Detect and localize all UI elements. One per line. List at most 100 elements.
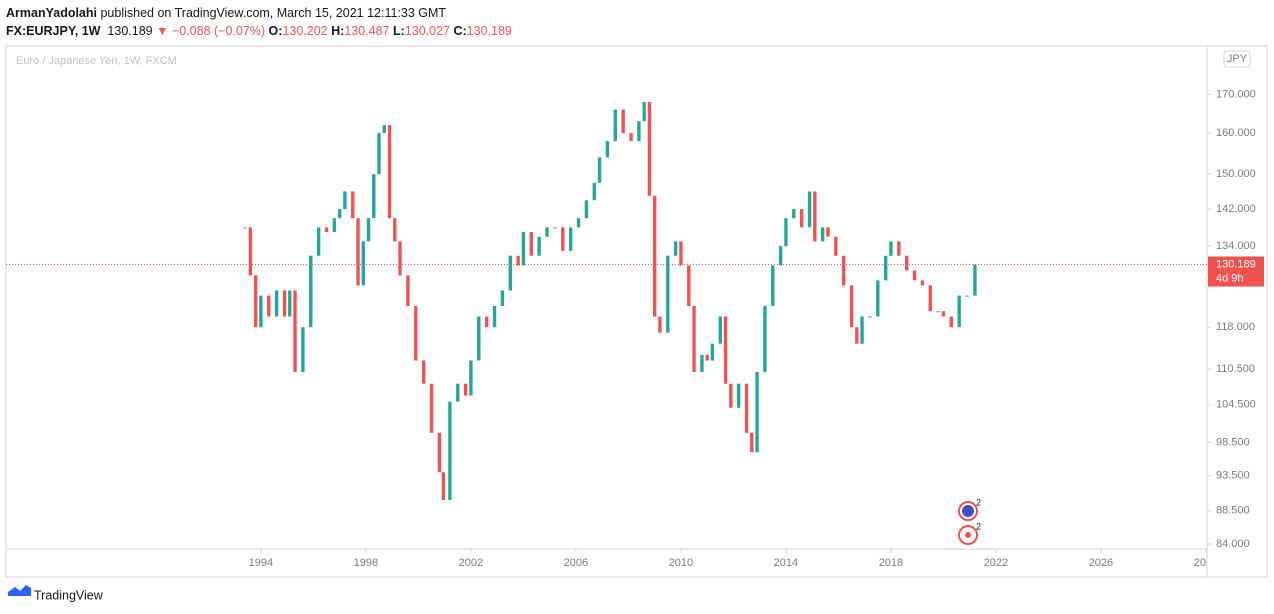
candle bbox=[849, 285, 854, 328]
candle bbox=[621, 109, 625, 134]
currency: JPY bbox=[1227, 53, 1248, 65]
open: 130.202 bbox=[282, 24, 328, 38]
candle bbox=[561, 227, 565, 251]
y-tick-label: 110.500 bbox=[1216, 363, 1255, 375]
candle bbox=[576, 218, 581, 228]
candle bbox=[957, 295, 961, 328]
candle bbox=[366, 218, 371, 242]
candle bbox=[324, 227, 329, 233]
y-tick-label: 150.000 bbox=[1216, 168, 1256, 180]
candle bbox=[343, 191, 347, 210]
candle bbox=[629, 133, 633, 142]
candle bbox=[274, 290, 279, 317]
candle bbox=[521, 232, 526, 266]
y-tick-label: 160.000 bbox=[1216, 127, 1256, 139]
x-tick-label: 2030 bbox=[1194, 557, 1218, 569]
ohlc-line: FX:EURJPY, 1W 130.189 ▼ −0.088 (−0.07%) … bbox=[6, 22, 512, 40]
candle bbox=[813, 191, 817, 242]
candle bbox=[679, 241, 683, 266]
change: ▼ −0.088 (−0.07%) bbox=[156, 24, 266, 38]
candle bbox=[642, 101, 646, 122]
candle bbox=[807, 191, 812, 228]
low: 130.027 bbox=[404, 24, 450, 38]
candle bbox=[792, 209, 796, 219]
candle bbox=[351, 191, 355, 219]
candle bbox=[658, 316, 662, 333]
candle bbox=[763, 305, 767, 372]
symbol: FX:EURJPY, 1W bbox=[6, 24, 101, 38]
candle bbox=[755, 371, 759, 453]
candle bbox=[387, 125, 392, 219]
candle bbox=[267, 295, 271, 317]
author: ArmanYadolahi bbox=[6, 6, 97, 20]
candle bbox=[301, 327, 305, 372]
candle bbox=[441, 472, 446, 500]
l-label: L: bbox=[392, 24, 405, 38]
x-tick-label: 2022 bbox=[984, 557, 1008, 569]
candle bbox=[941, 311, 946, 317]
candle bbox=[537, 236, 541, 256]
candle bbox=[372, 174, 376, 219]
candle bbox=[876, 280, 880, 317]
y-tick-label: 142.000 bbox=[1216, 203, 1256, 215]
last: 130.189 bbox=[107, 24, 153, 38]
currency-box bbox=[1223, 50, 1251, 68]
candle bbox=[382, 125, 386, 134]
candle bbox=[508, 255, 512, 291]
x-tick-label: 1994 bbox=[249, 557, 273, 569]
candle bbox=[437, 432, 442, 473]
candle bbox=[337, 209, 342, 219]
y-tick-label: 118.000 bbox=[1216, 321, 1255, 333]
candle bbox=[243, 227, 247, 229]
header: ArmanYadolahi published on TradingView.c… bbox=[6, 4, 512, 40]
candle bbox=[778, 246, 783, 266]
candle bbox=[673, 241, 678, 256]
close: 130.189 bbox=[466, 24, 512, 38]
candle bbox=[736, 383, 741, 408]
x-tick-label: 2014 bbox=[774, 557, 798, 569]
candle bbox=[421, 360, 426, 384]
candle bbox=[484, 316, 489, 328]
candle bbox=[841, 255, 846, 286]
candle bbox=[332, 218, 337, 233]
candle bbox=[904, 255, 909, 271]
candle bbox=[553, 227, 557, 229]
high: 130.487 bbox=[344, 24, 390, 38]
candle bbox=[516, 255, 520, 266]
candle bbox=[666, 255, 670, 333]
y-tick-label: 84.000 bbox=[1216, 538, 1250, 550]
candle bbox=[406, 275, 410, 306]
candle bbox=[705, 354, 709, 361]
candle bbox=[463, 383, 468, 396]
price-label-box bbox=[1208, 256, 1264, 287]
candle bbox=[692, 305, 696, 372]
candle bbox=[912, 270, 917, 281]
candle bbox=[860, 316, 864, 344]
candle bbox=[652, 195, 657, 317]
candle bbox=[529, 232, 533, 256]
candle bbox=[545, 227, 549, 237]
c-label: C: bbox=[453, 24, 467, 38]
countdown: 4d 9h bbox=[1216, 272, 1244, 284]
candle bbox=[500, 290, 505, 306]
event-count: 2 bbox=[976, 497, 981, 507]
candle bbox=[855, 327, 859, 344]
o-label: O: bbox=[268, 24, 283, 38]
price-label: 130.189 bbox=[1216, 258, 1256, 270]
candle bbox=[729, 383, 733, 408]
candle bbox=[799, 209, 804, 228]
candle bbox=[637, 121, 641, 142]
candle bbox=[592, 182, 596, 201]
candle bbox=[492, 305, 497, 328]
x-tick-label: 1998 bbox=[354, 557, 378, 569]
candle bbox=[414, 305, 418, 361]
candle bbox=[784, 218, 788, 247]
y-tick-label: 134.000 bbox=[1216, 240, 1256, 252]
candle bbox=[429, 383, 434, 433]
candle bbox=[883, 255, 888, 281]
candle bbox=[393, 218, 397, 242]
h-label: H: bbox=[331, 24, 345, 38]
candle bbox=[928, 285, 933, 312]
candle bbox=[316, 227, 321, 256]
